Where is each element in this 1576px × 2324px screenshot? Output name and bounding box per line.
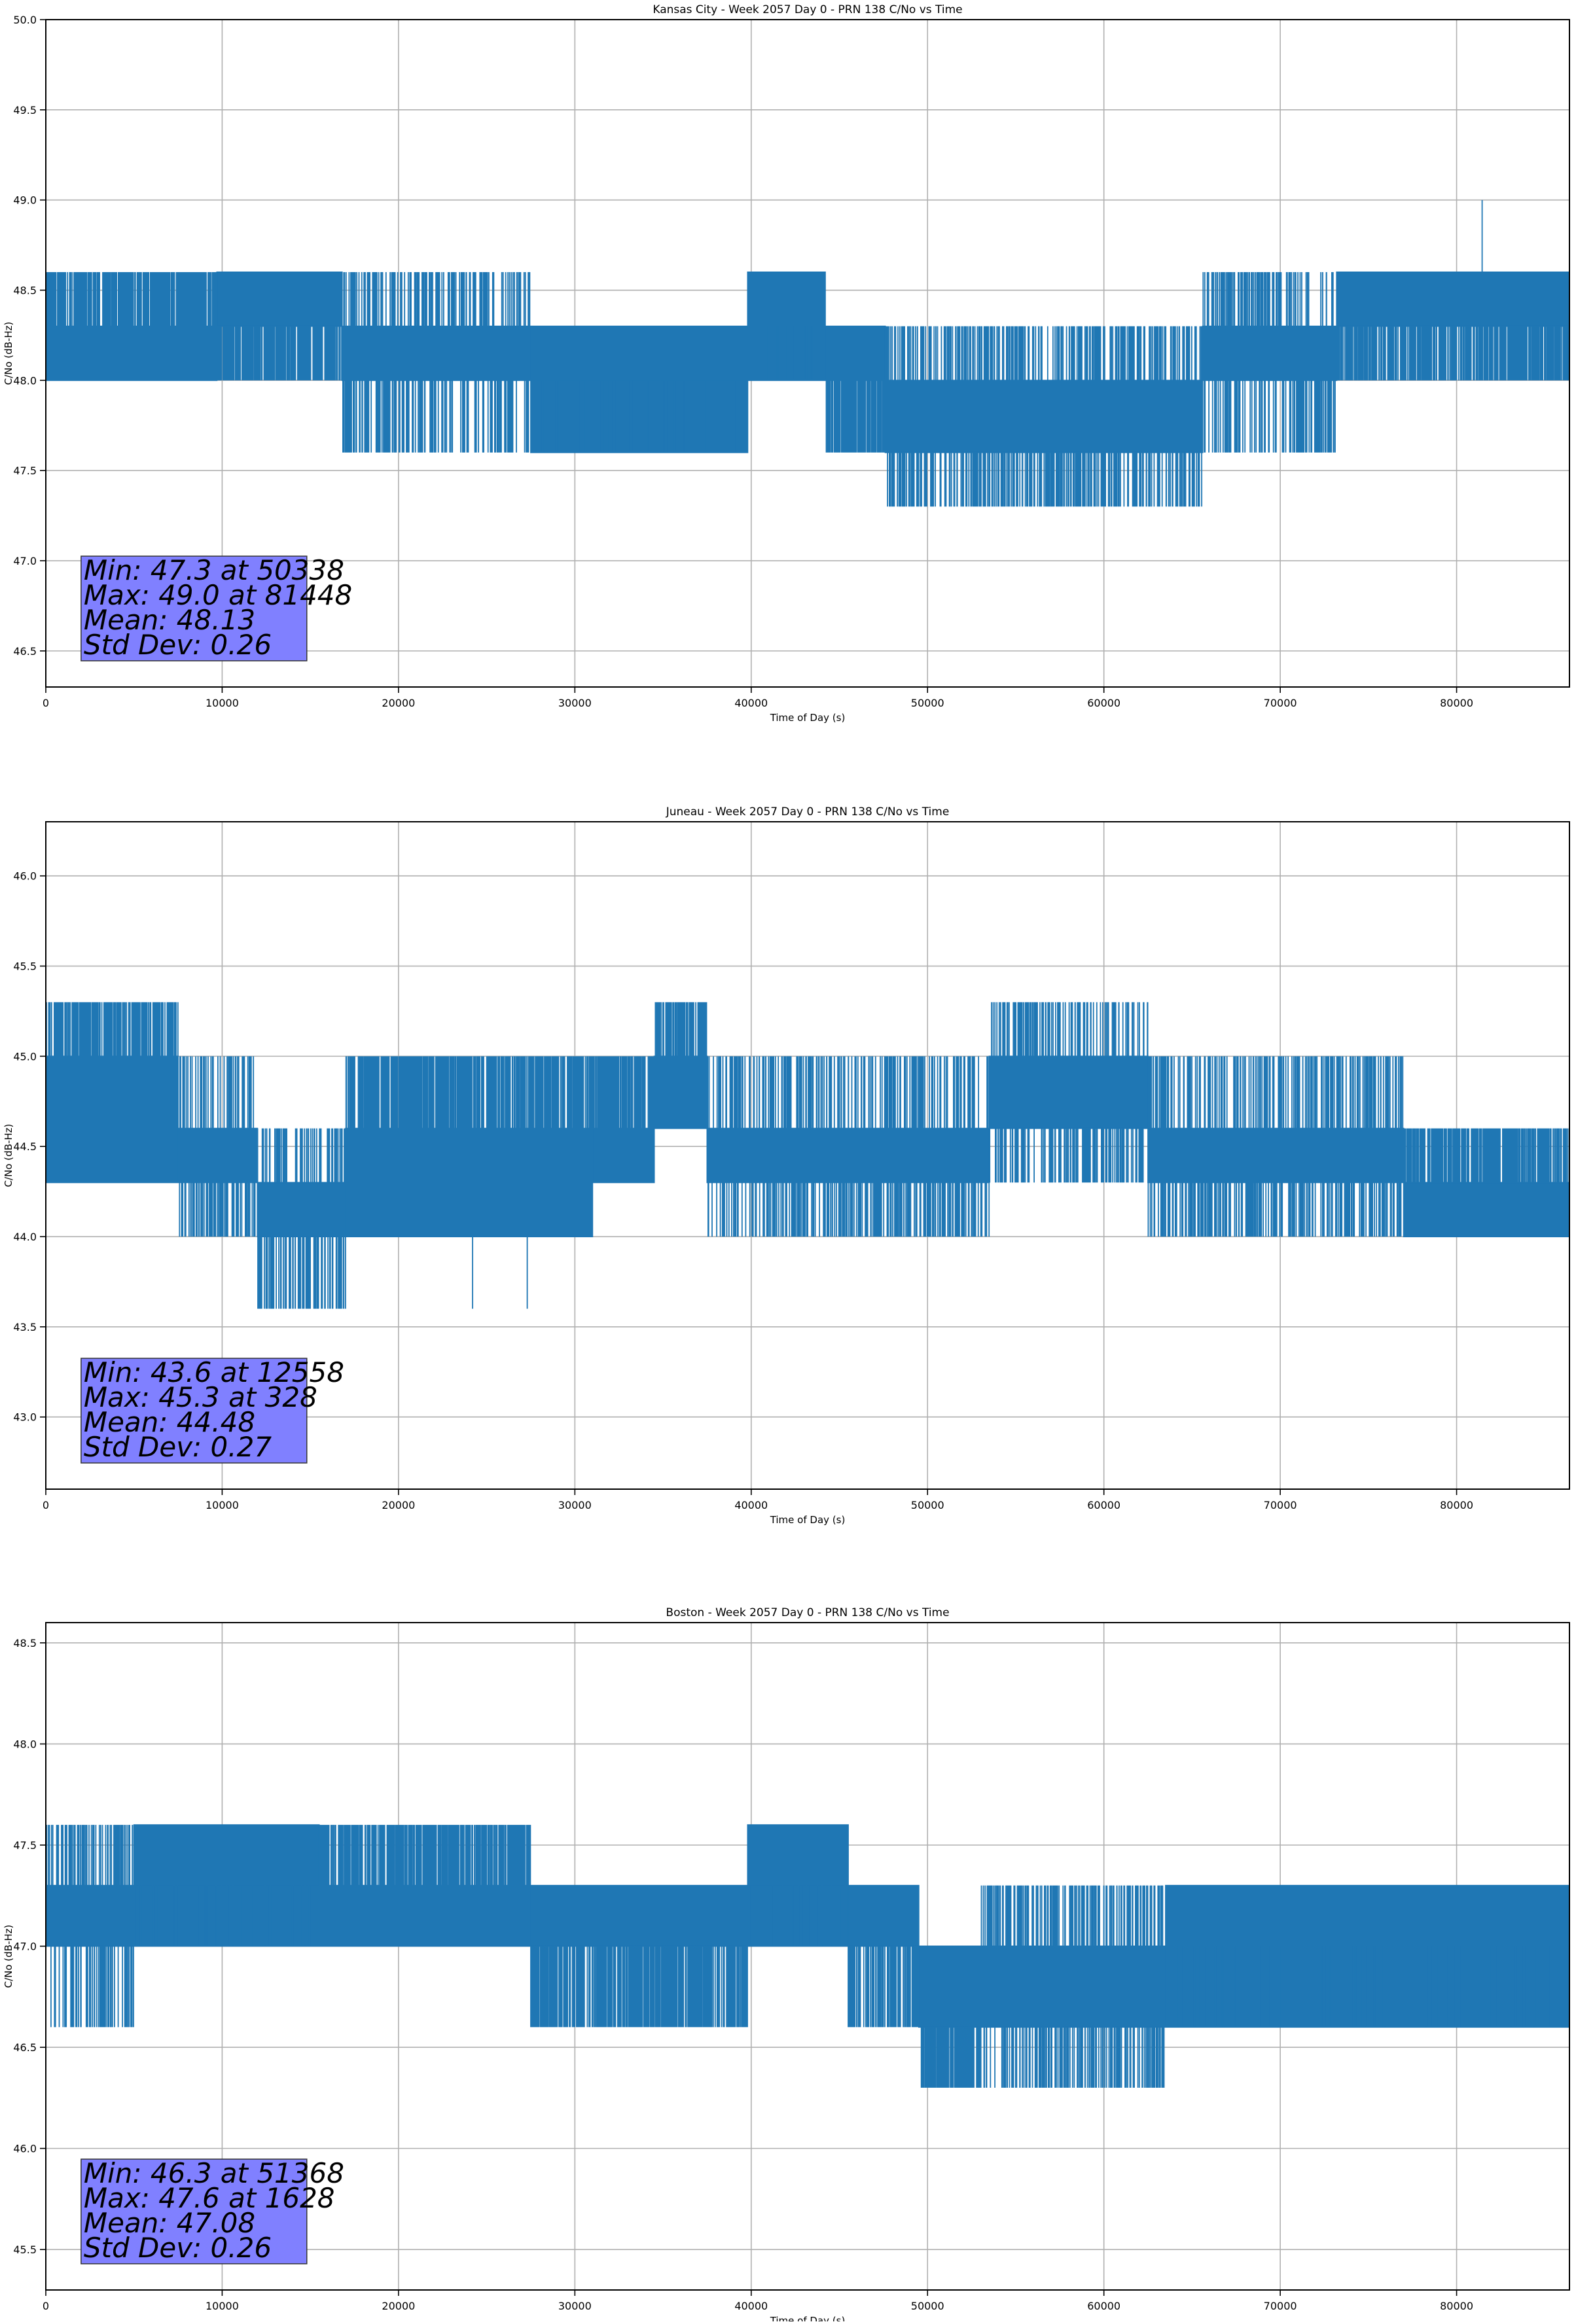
stats-box <box>81 2158 308 2264</box>
x-tick-label: 30000 <box>558 2300 592 2312</box>
stats-line: Std Dev: 0.26 <box>84 629 272 661</box>
x-tick-label: 50000 <box>911 1499 944 1511</box>
y-tick-label: 46.5 <box>13 645 37 658</box>
stats-line: Min: 47.3 at 50338 <box>84 554 344 586</box>
y-tick-label: 47.5 <box>13 1839 37 1852</box>
y-tick-label: 48.5 <box>13 285 37 297</box>
stats-line: Std Dev: 0.27 <box>84 1431 272 1463</box>
stats-box <box>81 1358 308 1464</box>
x-tick-label: 0 <box>43 2300 49 2312</box>
chart-panel-3: 0 10000 20000 30000 40000 50000 60000 70000 8000… <box>3 1606 1570 2324</box>
y-tick-label: 47.0 <box>13 555 37 567</box>
plot-area-frame <box>45 19 1570 688</box>
cno-line <box>46 1002 1569 1309</box>
x-tick-label: 0 <box>43 1499 49 1511</box>
stats-line: Mean: 47.08 <box>84 2207 255 2239</box>
y-tick-label: 43.0 <box>13 1411 37 1424</box>
x-tick-label: 30000 <box>558 697 592 709</box>
plot-area-frame <box>45 1622 1570 2291</box>
x-tick-label: 80000 <box>1440 2300 1473 2312</box>
stats-line: Max: 45.3 at 328 <box>84 1381 317 1413</box>
x-tick-label: 10000 <box>206 2300 239 2312</box>
stats-line: Min: 43.6 at 12558 <box>84 1356 344 1388</box>
x-axis-label: Time of Day (s) <box>770 2315 846 2321</box>
x-tick-label: 40000 <box>734 2300 768 2312</box>
y-axis-label: C/No (dB-Hz) <box>3 1124 14 1188</box>
stats-line: Max: 49.0 at 81448 <box>84 579 352 611</box>
x-tick-label: 40000 <box>734 1499 768 1511</box>
x-tick-label: 20000 <box>382 1499 415 1511</box>
y-tick-label: 49.5 <box>13 104 37 116</box>
stats-box <box>81 555 308 661</box>
chart-title: Juneau - Week 2057 Day 0 - PRN 138 C/No … <box>666 805 950 819</box>
x-tick-label: 60000 <box>1087 1499 1120 1511</box>
x-tick-label: 0 <box>43 697 49 709</box>
stats-line: Max: 47.6 at 1628 <box>84 2182 335 2214</box>
x-tick-label: 60000 <box>1087 697 1120 709</box>
y-tick-label: 46.5 <box>13 2041 37 2054</box>
y-tick-label: 43.5 <box>13 1321 37 1333</box>
x-tick-label: 50000 <box>911 2300 944 2312</box>
chart-title: Kansas City - Week 2057 Day 0 - PRN 138 … <box>653 3 962 16</box>
y-tick-label: 47.5 <box>13 465 37 477</box>
stats-line: Min: 46.3 at 51368 <box>84 2157 344 2189</box>
y-tick-label: 45.5 <box>13 960 37 973</box>
y-tick-label: 45.5 <box>13 2244 37 2256</box>
x-axis-label: Time of Day (s) <box>770 712 846 724</box>
x-tick-label: 80000 <box>1440 697 1473 709</box>
y-tick-label: 46.0 <box>13 870 37 883</box>
x-tick-label: 40000 <box>734 697 768 709</box>
cno-line <box>46 1824 1569 2088</box>
y-tick-label: 48.0 <box>13 374 37 387</box>
plot-area-frame <box>45 821 1570 1490</box>
y-tick-label: 48.0 <box>13 1738 37 1750</box>
y-tick-label: 45.0 <box>13 1050 37 1063</box>
x-tick-label: 60000 <box>1087 2300 1120 2312</box>
stats-line: Mean: 44.48 <box>84 1406 255 1438</box>
cno-series <box>46 200 1569 507</box>
x-tick-label: 20000 <box>382 697 415 709</box>
y-tick-label: 47.0 <box>13 1941 37 1953</box>
x-tick-label: 20000 <box>382 2300 415 2312</box>
chart-panel-2: 0 10000 20000 30000 40000 50000 60000 70000 8000… <box>3 805 1570 1526</box>
chart-title: Boston - Week 2057 Day 0 - PRN 138 C/No … <box>666 1606 949 1619</box>
x-tick-label: 30000 <box>558 1499 592 1511</box>
stats-line: Std Dev: 0.26 <box>84 2232 272 2264</box>
y-tick-label: 44.5 <box>13 1140 37 1153</box>
y-tick-label: 49.0 <box>13 194 37 207</box>
x-tick-label: 70000 <box>1264 1499 1297 1511</box>
x-axis-label: Time of Day (s) <box>770 1514 846 1526</box>
cno-line <box>46 200 1569 507</box>
x-tick-label: 70000 <box>1264 697 1297 709</box>
x-tick-label: 70000 <box>1264 2300 1297 2312</box>
y-axis-label: C/No (dB-Hz) <box>3 1925 14 1988</box>
y-tick-label: 44.0 <box>13 1231 37 1243</box>
x-tick-label: 50000 <box>911 697 944 709</box>
chart-panel-1: 0 10000 20000 30000 40000 50000 60000 70000 8000… <box>3 3 1570 724</box>
y-tick-label: 46.0 <box>13 2143 37 2155</box>
x-tick-label: 10000 <box>206 697 239 709</box>
cno-series <box>46 1824 1569 2088</box>
stats-line: Mean: 48.13 <box>84 604 255 636</box>
y-tick-label: 50.0 <box>13 14 37 26</box>
y-tick-label: 48.5 <box>13 1637 37 1649</box>
y-axis-label: C/No (dB-Hz) <box>3 322 14 385</box>
x-tick-label: 80000 <box>1440 1499 1473 1511</box>
cno-series <box>46 1002 1569 1309</box>
x-tick-label: 10000 <box>206 1499 239 1511</box>
